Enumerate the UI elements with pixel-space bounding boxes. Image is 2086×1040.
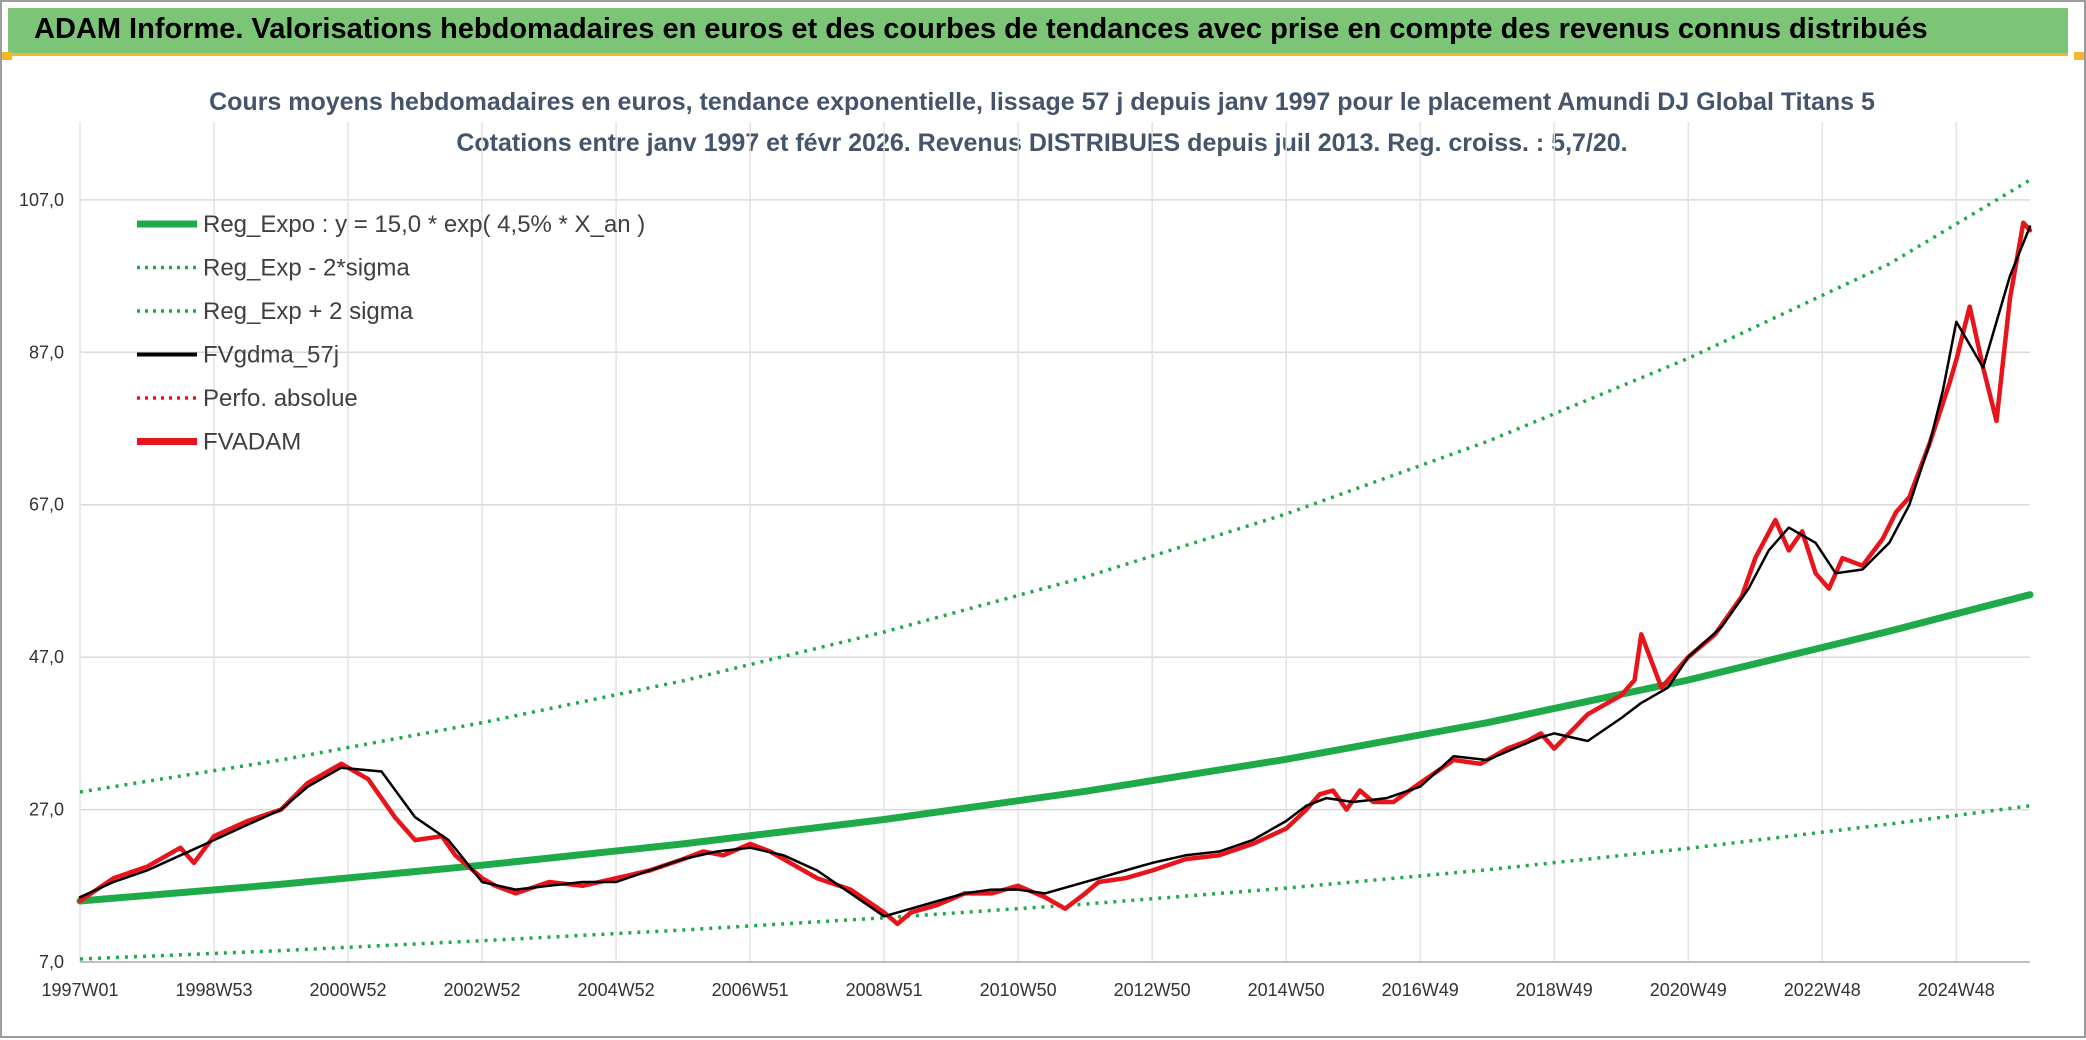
x-tick-label: 2012W50 [1114, 980, 1191, 1000]
report-banner: ADAM Informe. Valorisations hebdomadaire… [8, 8, 2068, 56]
x-tick-label: 2010W50 [980, 980, 1057, 1000]
axes: 7,0 27,0 47,0 67,0 87,0 107,0 1997W01 1998W53 20… [19, 190, 2030, 1000]
x-tick-label: 1998W53 [175, 980, 252, 1000]
series-line-5 [77, 220, 2033, 927]
banner-accent-right [2074, 52, 2084, 60]
x-tick-label: 2000W52 [310, 980, 387, 1000]
legend-label: Reg_Exp + 2 sigma [203, 298, 414, 325]
legend: Reg_Expo : y = 15,0 * exp( 4,5% * X_an )… [137, 211, 645, 456]
y-tick-label: 47,0 [29, 647, 64, 667]
series-line-3 [78, 225, 2032, 918]
chart-subtitle: Cotations entre janv 1997 et févr 2026. … [456, 129, 1627, 157]
y-tick-label: 7,0 [39, 952, 64, 972]
y-tick-label: 87,0 [29, 342, 64, 362]
series [76, 178, 2034, 961]
x-tick-label: 2020W49 [1650, 980, 1727, 1000]
x-tick-label: 2016W49 [1382, 980, 1459, 1000]
banner-accent-left [2, 52, 12, 60]
legend-label: FVgdma_57j [203, 342, 339, 369]
series-line-2 [79, 178, 2031, 794]
x-tick-label: 2024W48 [1918, 980, 1995, 1000]
x-tick-label: 2002W52 [444, 980, 521, 1000]
x-tick-label: 2004W52 [578, 980, 655, 1000]
legend-label: Reg_Exp - 2*sigma [203, 255, 410, 282]
x-tick-label: 1997W01 [41, 980, 118, 1000]
y-tick-label: 107,0 [19, 190, 64, 210]
report-title: ADAM Informe. Valorisations hebdomadaire… [34, 13, 1928, 45]
legend-label: FVADAM [203, 429, 301, 456]
series-line-1 [79, 804, 2031, 961]
legend-label: Perfo. absolue [203, 385, 358, 412]
x-tick-label: 2018W49 [1516, 980, 1593, 1000]
x-tick-label: 2008W51 [846, 980, 923, 1000]
y-tick-label: 67,0 [29, 495, 64, 515]
series-line-0 [76, 591, 2034, 905]
x-tick-label: 2022W48 [1784, 980, 1861, 1000]
x-tick-label: 2014W50 [1248, 980, 1325, 1000]
y-tick-label: 27,0 [29, 800, 64, 820]
chart-title: Cours moyens hebdomadaires en euros, ten… [209, 88, 1875, 116]
x-tick-label: 2006W51 [712, 980, 789, 1000]
legend-label: Reg_Expo : y = 15,0 * exp( 4,5% * X_an ) [203, 211, 645, 238]
grid [79, 122, 2030, 963]
